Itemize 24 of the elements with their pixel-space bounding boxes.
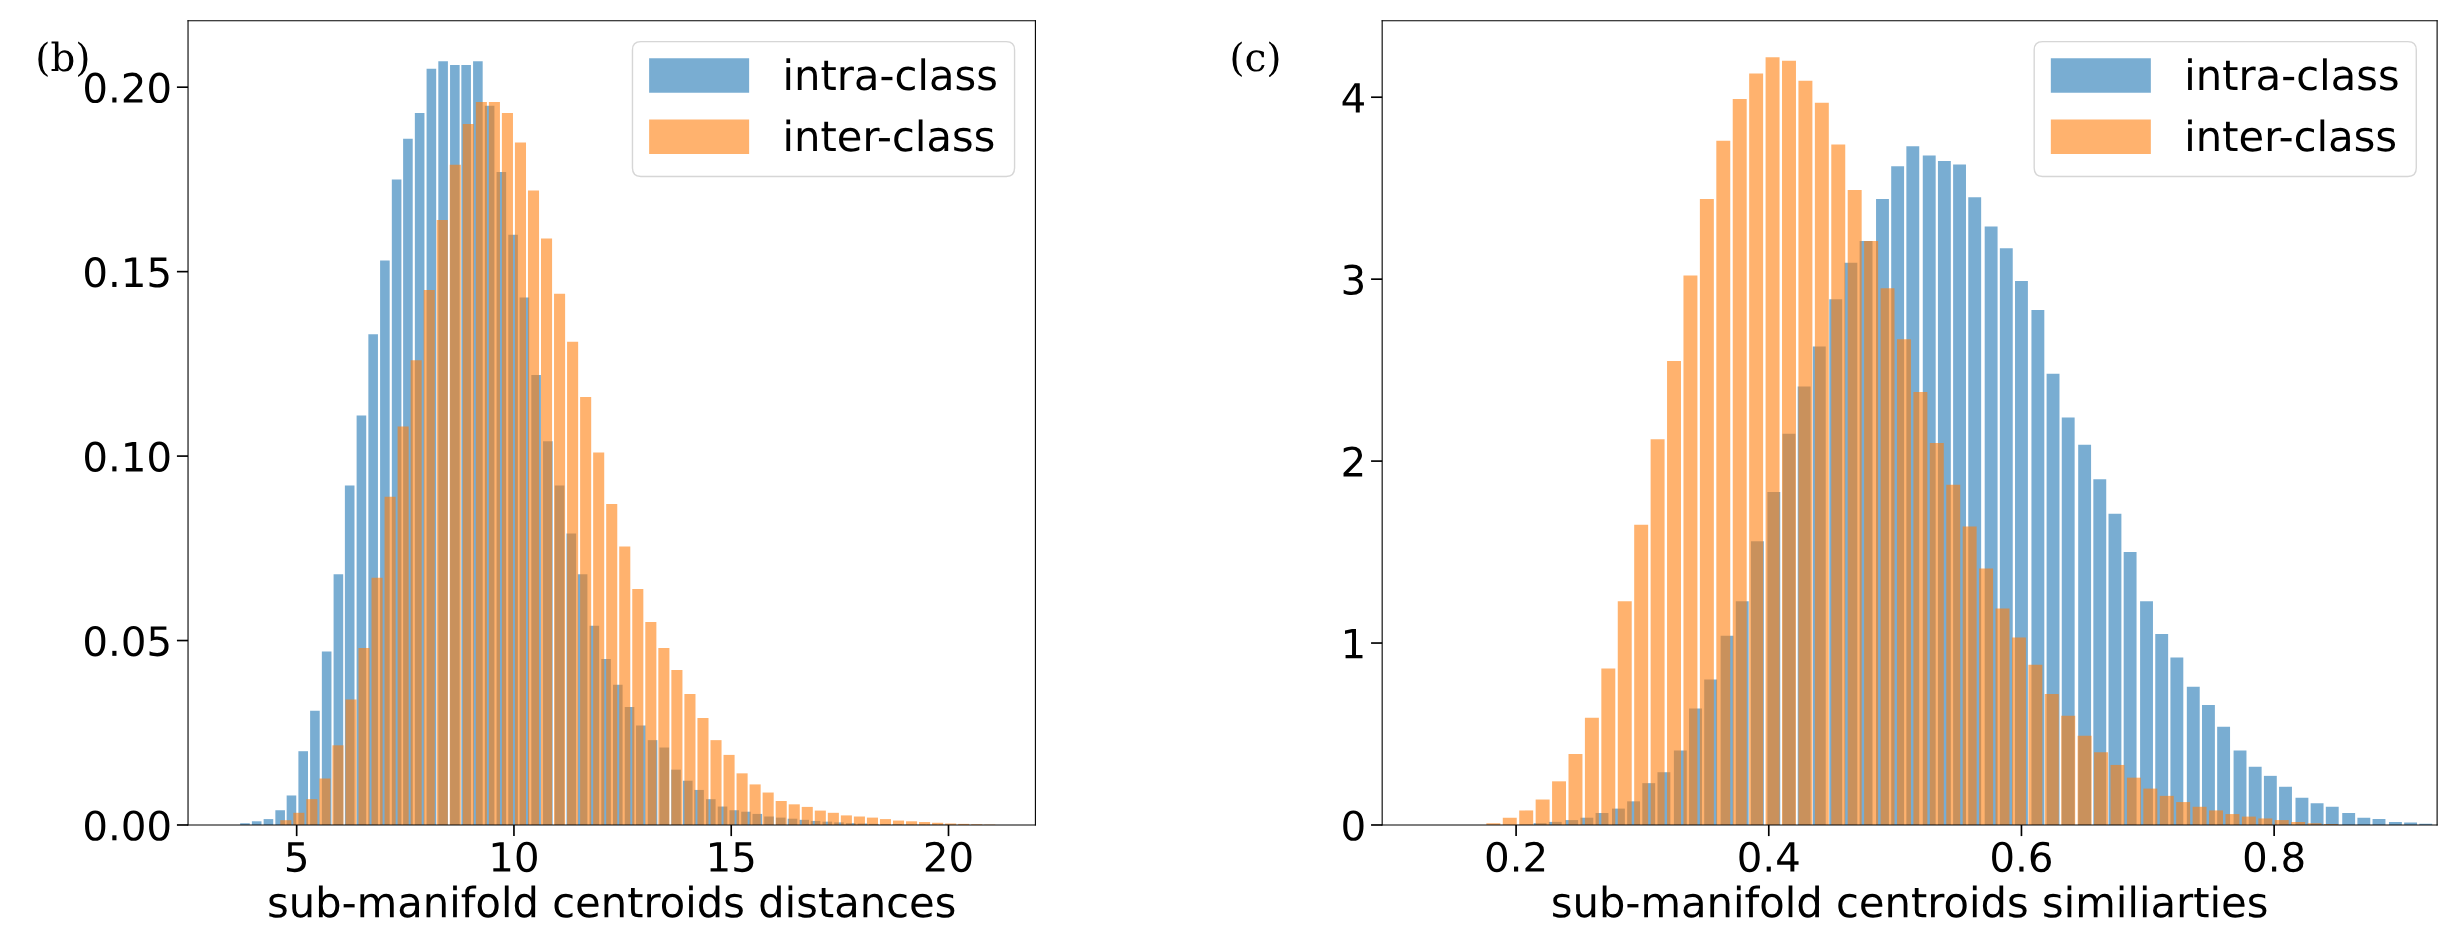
- x-tick-label: 0.6: [1992, 841, 2051, 873]
- legend-label: intra-class: [786, 58, 996, 91]
- y-tick-label: 3: [1343, 264, 1363, 296]
- x-tick-label: 0.4: [1739, 841, 1799, 873]
- y-tick-label: 0.15: [85, 257, 169, 288]
- y-tick-label: 2: [1343, 446, 1363, 477]
- legend-label: intra-class: [2188, 58, 2398, 91]
- y-tick-label: 0.05: [85, 625, 169, 657]
- y-tick-label: 1: [1345, 628, 1363, 659]
- x-tick-label: 0.2: [1486, 841, 1545, 873]
- legend-label: inter-class: [2188, 119, 2396, 152]
- y-tick-label: 0.10: [85, 441, 170, 472]
- x-tick-label: 15: [710, 842, 754, 873]
- y-tick-label: 0.00: [85, 810, 170, 841]
- x-axis-title: sub-manifold centroids distances: [269, 885, 955, 918]
- x-tick-label: 20: [925, 841, 972, 873]
- x-tick-label: 5: [286, 842, 306, 873]
- x-tick-label: 0.8: [2244, 841, 2304, 873]
- y-tick-label: 0: [1343, 810, 1364, 841]
- legend-label: inter-class: [786, 119, 994, 152]
- text: (c): [1232, 41, 1279, 78]
- x-axis-title: sub-manifold centroids similiarties: [1553, 885, 2267, 918]
- y-tick-label: 4: [1342, 83, 1364, 113]
- x-tick-label: 10: [492, 841, 537, 873]
